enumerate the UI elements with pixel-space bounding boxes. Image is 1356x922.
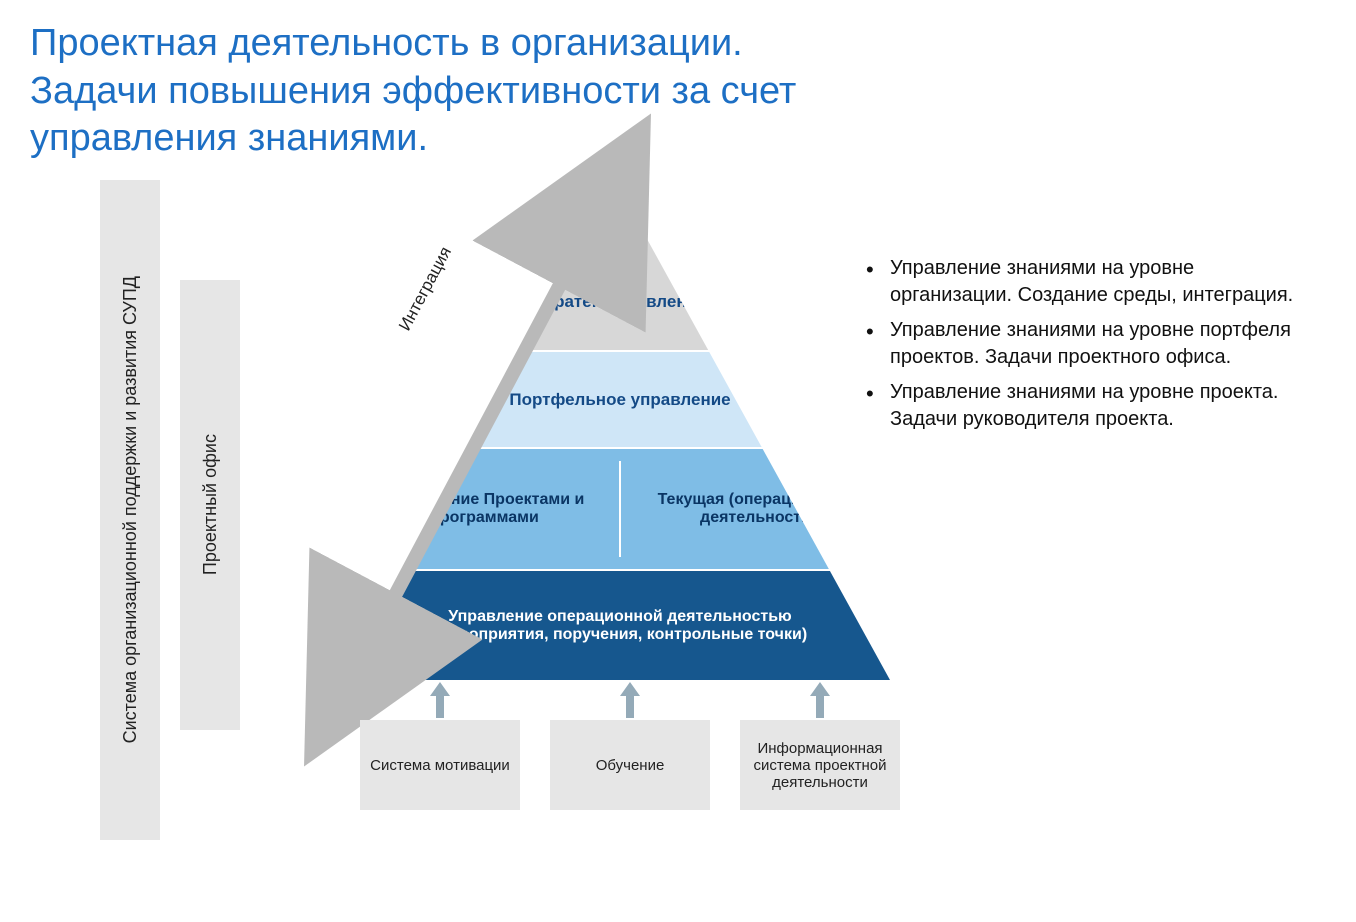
pyramid-level-operational-label: Управление операционной деятельностью (м… — [410, 608, 830, 644]
pyramid-level-portfolio-label: Портфельное управление — [509, 390, 730, 410]
corner-decoration — [956, 0, 1356, 250]
pyramid-level-projects-left: Управление Проектами и программами — [350, 491, 619, 527]
pyramid-diagram: Стратег. управление Портфельное управлен… — [300, 190, 920, 840]
sidebar-outer: Система организационной поддержки и разв… — [100, 180, 160, 840]
pyramid-level-projects-right: Текущая (операционная) деятельность — [621, 491, 890, 527]
bottom-box-motivation: Система мотивации — [360, 720, 520, 810]
sidebar-inner: Проектный офис — [180, 280, 240, 730]
pyramid-level-portfolio: Портфельное управление — [350, 352, 890, 447]
bottom-box-label: Обучение — [596, 757, 665, 774]
pyramid-level-strategic-label: Стратег. управление — [533, 292, 706, 312]
bullet-item: Управление знаниями на уровне портфеля п… — [860, 317, 1300, 371]
bottom-box-label: Информационная система проектной деятель… — [748, 740, 892, 791]
bottom-box-training: Обучение — [550, 720, 710, 810]
sidebar-outer-label: Система организационной поддержки и разв… — [120, 276, 141, 743]
bottom-box-label: Система мотивации — [370, 757, 510, 774]
bullet-item: Управление знаниями на уровне организаци… — [860, 255, 1300, 309]
slide-title: Проектная деятельность в организации.Зад… — [30, 20, 930, 163]
bottom-boxes: Система мотивации Обучение Информационна… — [360, 720, 900, 810]
sidebar-inner-label: Проектный офис — [200, 434, 221, 575]
pyramid-level-operational: Управление операционной деятельностью (м… — [350, 571, 890, 680]
pyramid: Стратег. управление Портфельное управлен… — [350, 190, 890, 690]
up-arrow-icon — [430, 682, 450, 718]
bottom-box-infosystem: Информационная система проектной деятель… — [740, 720, 900, 810]
integration-label: Интеграция — [395, 244, 456, 335]
bullet-item: Управление знаниями на уровне проекта. З… — [860, 379, 1300, 433]
bullet-list: Управление знаниями на уровне организаци… — [860, 255, 1300, 441]
pyramid-level-projects: Управление Проектами и программами Текущ… — [350, 449, 890, 569]
up-arrow-icon — [810, 682, 830, 718]
up-arrow-icon — [620, 682, 640, 718]
